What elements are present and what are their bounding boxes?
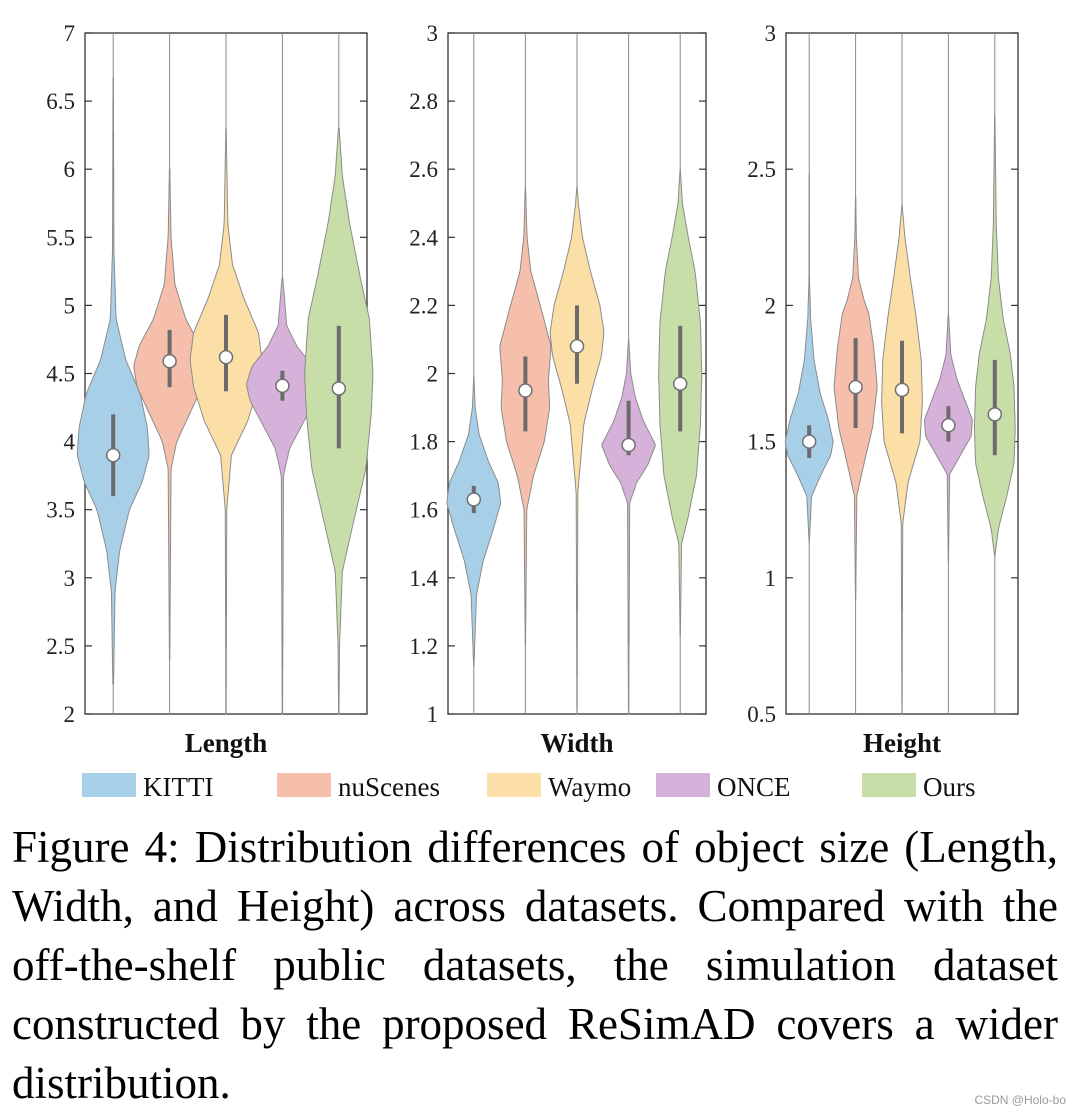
violin-median [518,383,533,398]
y-tick-label: 1.6 [409,498,438,523]
violin-median [672,376,688,391]
y-tick-label: 3.5 [46,498,75,523]
y-tick-label: 2.5 [46,634,75,659]
y-tick-label: 2 [64,702,76,727]
panel-width: 1 1.2 1.4 1.6 1.8 2 2.2 2.4 2.6 2.8 3 Width [409,21,707,758]
y-tick-label: 2.8 [409,89,438,114]
watermark: CSDN @Holo-bo [974,1093,1066,1107]
y-tick-label: 6.5 [46,89,75,114]
y-tick-label: 1.5 [747,430,776,455]
violin-kitti [784,33,834,714]
violin-body [973,114,1016,557]
violin-body [189,127,263,715]
legend-label: ONCE [717,772,791,802]
violin-median [466,492,482,507]
violin-once [601,33,656,715]
y-tick-label: 5 [64,293,76,318]
y-tick-label: 7 [64,21,76,46]
violin-ours [973,33,1016,714]
violin-median [162,353,177,369]
legend-swatch [487,773,541,797]
y-tick-label: 4.5 [46,362,75,387]
y-tick-label: 1 [765,566,777,591]
legend-item-waymo: Waymo [487,772,631,802]
violin-body [446,376,502,667]
legend-item-kitti: KITTI [82,772,213,802]
violin-body [549,185,605,715]
legend-swatch [82,773,136,797]
violin-body [784,174,834,543]
violin-median [848,379,863,395]
violin-median [987,407,1003,422]
violin-median [105,447,121,463]
violin-body [76,77,150,685]
x-axis-label: Width [540,728,613,758]
y-tick-label: 2 [765,293,777,318]
violin-ours [304,33,374,715]
legend-label: Ours [923,772,976,802]
panel-length: 2 2.5 3 3.5 4 4.5 5 5.5 6 6.5 7 Length [46,21,374,758]
y-tick-label: 2.2 [409,293,438,318]
legend-label: Waymo [548,772,631,802]
y-tick-label: 1.8 [409,430,438,455]
violin-panels: 2 2.5 3 3.5 4 4.5 5 5.5 6 6.5 7 Length 1 1.2 1.4 1.6 1.8… [46,21,1019,758]
violin-nuscenes [133,33,206,714]
legend-item-once: ONCE [656,772,791,802]
violin-once [923,33,973,714]
violin-median [894,382,910,398]
y-tick-label: 6 [64,157,76,182]
violin-median [941,418,956,433]
x-axis-label: Height [863,728,941,758]
y-tick-label: 1.2 [409,634,438,659]
legend-item-nuscenes: nuScenes [277,772,440,802]
violin-median [801,434,817,449]
violin-ours [658,33,703,714]
y-tick-label: 3 [765,21,777,46]
figure-caption: Figure 4: Distribution differences of ob… [12,822,1058,1108]
violin-nuscenes [833,33,878,714]
legend-label: nuScenes [338,772,440,802]
y-tick-label: 0.5 [747,702,776,727]
violin-median [218,349,234,365]
y-tick-label: 3 [427,21,439,46]
y-tick-label: 1 [427,702,439,727]
legend-swatch [656,773,710,797]
legend-label: KITTI [143,772,213,802]
legend-item-ours: Ours [862,772,976,802]
violin-nuscenes [499,33,552,714]
panel-height: 0.5 1 1.5 2 2.5 3 Height [747,21,1019,758]
y-tick-label: 3 [64,566,76,591]
y-tick-label: 2.4 [409,225,438,250]
violin-waymo [881,33,923,715]
violin-body [881,204,923,715]
violin-kitti [76,33,150,714]
violin-waymo [549,33,605,715]
y-tick-label: 4 [64,430,76,455]
violin-median [621,437,636,453]
y-tick-label: 2.5 [747,157,776,182]
violin-median [569,339,585,354]
violin-median [331,381,347,396]
x-axis-label: Length [185,728,268,758]
legend-swatch [862,773,916,797]
y-tick-label: 5.5 [46,225,75,250]
violin-body [133,168,206,660]
legend-swatch [277,773,331,797]
y-tick-label: 2 [427,362,439,387]
y-tick-label: 1.4 [409,566,438,591]
y-tick-label: 2.6 [409,157,438,182]
legend: KITTI nuScenes Waymo ONCE Ours [82,772,976,802]
violin-median [275,378,290,394]
violin-body [601,338,656,715]
violin-once [246,33,319,715]
violin-body [246,277,319,715]
violin-kitti [446,33,502,714]
violin-waymo [189,33,263,715]
